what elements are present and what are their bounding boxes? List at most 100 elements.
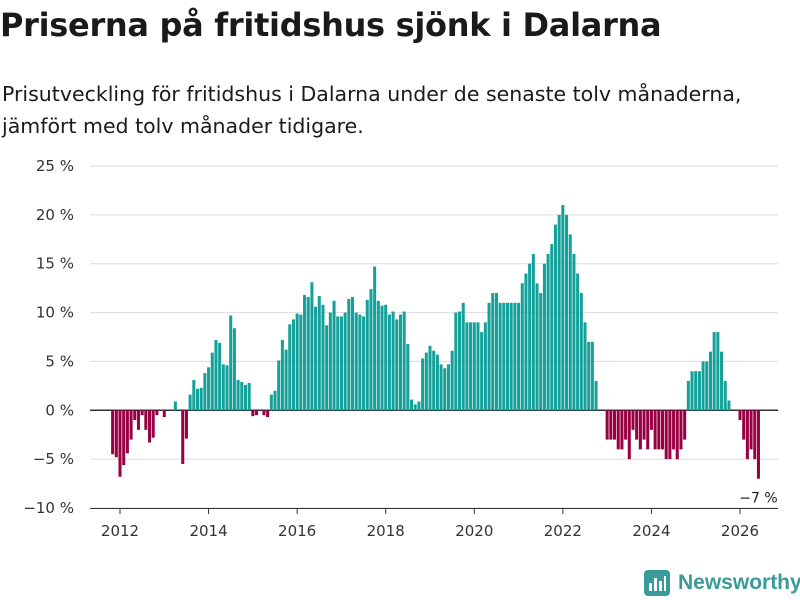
bar xyxy=(646,410,650,450)
bar xyxy=(410,399,414,411)
bar xyxy=(708,351,712,411)
bar xyxy=(184,410,188,439)
bar xyxy=(712,332,716,411)
bar xyxy=(675,410,679,460)
y-tick-label: 25 % xyxy=(36,157,74,175)
bar xyxy=(255,410,259,416)
brand-name: Newsworthy xyxy=(678,571,800,594)
bar xyxy=(225,365,229,411)
y-axis: −10 % −5 % 0 % 5 % 10 % 15 % 20 % 25 % xyxy=(23,157,74,517)
bar xyxy=(616,410,620,450)
bar xyxy=(745,410,749,460)
bar xyxy=(727,400,731,411)
bar xyxy=(303,294,307,411)
bar xyxy=(469,322,473,411)
bar xyxy=(568,234,572,411)
bar xyxy=(624,410,628,440)
bar xyxy=(590,341,594,411)
bar xyxy=(542,263,546,411)
bar xyxy=(579,293,583,411)
y-tick-label: 10 % xyxy=(36,304,74,322)
newsworthy-logo-icon xyxy=(644,570,670,596)
bar xyxy=(550,244,554,411)
bar xyxy=(491,293,495,411)
chart-subtitle: Prisutveckling för fritidshus i Dalarna … xyxy=(2,82,742,138)
bar xyxy=(505,302,510,411)
bar xyxy=(214,339,218,411)
bar xyxy=(314,306,318,411)
y-tick-label: 20 % xyxy=(36,206,74,224)
bar xyxy=(690,371,694,411)
bar xyxy=(509,302,513,411)
bar xyxy=(391,311,395,411)
bar xyxy=(354,312,358,411)
bar xyxy=(742,410,746,440)
bar xyxy=(446,364,450,411)
bar xyxy=(325,325,329,411)
bar xyxy=(679,410,683,450)
bar xyxy=(498,302,502,411)
bar xyxy=(262,410,266,416)
bar xyxy=(428,345,432,411)
bar xyxy=(587,341,591,411)
bar xyxy=(398,314,402,411)
bar xyxy=(539,293,543,411)
bar xyxy=(657,410,661,450)
bar xyxy=(756,410,760,479)
bar xyxy=(148,410,152,443)
last-value-label: −7 % xyxy=(739,491,777,507)
bar xyxy=(210,352,214,411)
bar xyxy=(277,360,281,411)
bar xyxy=(376,300,380,411)
bar xyxy=(347,298,351,411)
x-tick-label: 2016 xyxy=(278,522,316,540)
bar xyxy=(413,404,417,411)
y-tick-label: −10 % xyxy=(23,499,74,517)
bar xyxy=(417,401,421,411)
bar xyxy=(524,273,528,411)
bar xyxy=(269,394,273,411)
bar xyxy=(328,312,332,411)
bar xyxy=(620,410,624,450)
bar xyxy=(472,322,476,411)
y-tick-label: −5 % xyxy=(33,450,74,468)
bar xyxy=(284,349,288,411)
bar xyxy=(694,371,698,411)
bar xyxy=(247,382,251,411)
bar xyxy=(111,410,115,455)
bar xyxy=(480,332,484,411)
bar xyxy=(295,313,299,411)
bar xyxy=(114,410,118,458)
bar xyxy=(424,352,428,411)
bar xyxy=(557,214,561,411)
bar xyxy=(454,312,458,411)
bar xyxy=(122,410,126,466)
bar xyxy=(553,224,557,411)
bar xyxy=(649,410,653,430)
bar xyxy=(384,304,388,411)
bar xyxy=(749,410,753,450)
bar xyxy=(609,410,613,440)
bar xyxy=(192,379,196,411)
bar xyxy=(738,410,742,421)
bar xyxy=(520,283,524,411)
bar xyxy=(188,394,192,411)
x-tick-label: 2012 xyxy=(101,522,139,540)
bar-chart: −10 % −5 % 0 % 5 % 10 % 15 % 20 % 25 % 2012 2014… xyxy=(23,157,778,540)
bar xyxy=(561,205,565,411)
bar xyxy=(642,410,646,440)
bar xyxy=(232,328,236,411)
bar xyxy=(343,312,347,411)
bar xyxy=(406,343,410,411)
bar xyxy=(613,410,617,440)
x-tick-label: 2020 xyxy=(455,522,493,540)
bar xyxy=(221,364,225,411)
x-axis: 2012 2014 2016 2018 2020 2022 2024 2026 xyxy=(90,508,778,540)
y-tick-label: 0 % xyxy=(45,401,74,419)
bar xyxy=(207,367,211,411)
bar xyxy=(199,387,203,411)
bar xyxy=(395,319,399,411)
bar xyxy=(181,410,185,465)
bar xyxy=(653,410,657,450)
bar xyxy=(531,253,535,411)
